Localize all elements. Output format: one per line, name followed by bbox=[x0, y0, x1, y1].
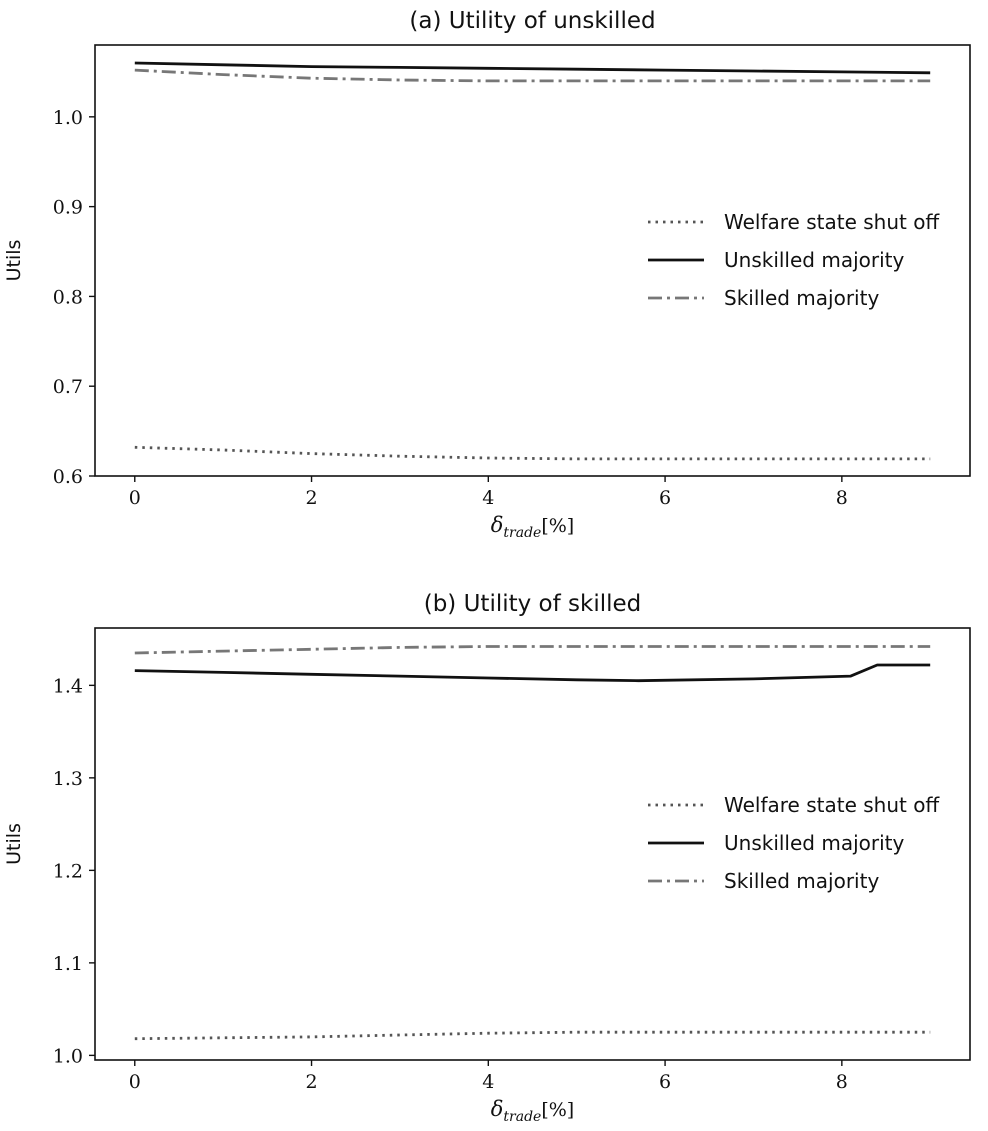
y-tick-label: 0.7 bbox=[53, 376, 83, 398]
legend: Welfare state shut off Unskilled majority… bbox=[648, 210, 940, 310]
x-axis-label-unit: [%] bbox=[541, 1099, 574, 1121]
chart-panel-a: (a) Utility of unskilled 0.6 0.7 0.8 0.9 1.0 0… bbox=[3, 8, 970, 541]
legend-label: Unskilled majority bbox=[724, 831, 904, 855]
x-tick-label: 8 bbox=[836, 1071, 848, 1093]
legend-label: Skilled majority bbox=[724, 286, 879, 310]
x-tick-label: 4 bbox=[482, 487, 494, 509]
y-tick-label: 1.2 bbox=[53, 860, 83, 882]
y-tick-label: 1.1 bbox=[53, 953, 83, 975]
legend-label: Skilled majority bbox=[724, 869, 879, 893]
y-tick-label: 1.4 bbox=[53, 675, 83, 697]
x-axis-label-symbol: δ bbox=[491, 1097, 504, 1121]
y-tick-label: 1.0 bbox=[53, 107, 83, 129]
y-tick-label: 0.9 bbox=[53, 197, 83, 219]
series-line-welfare-state-shut-off bbox=[135, 447, 930, 459]
series-line-welfare-state-shut-off bbox=[135, 1032, 930, 1039]
chart-panel-b: (b) Utility of skilled 1.0 1.1 1.2 1.3 1.4 0 2 4… bbox=[3, 591, 970, 1125]
y-tick-label: 1.3 bbox=[53, 768, 83, 790]
y-axis-label: Utils bbox=[3, 240, 25, 282]
series-line-unskilled-majority bbox=[135, 63, 930, 73]
x-axis-label-subscript: trade bbox=[503, 525, 541, 541]
legend-label: Welfare state shut off bbox=[724, 210, 940, 234]
y-axis-label: Utils bbox=[3, 823, 25, 865]
x-tick-label: 8 bbox=[836, 487, 848, 509]
y-tick-label: 1.0 bbox=[53, 1045, 83, 1067]
series-line-skilled-majority bbox=[135, 647, 930, 654]
y-tick-label: 0.6 bbox=[53, 466, 83, 488]
x-axis-label: δtrade[%] bbox=[491, 1097, 574, 1125]
x-tick-label: 0 bbox=[129, 487, 141, 509]
x-tick-label: 2 bbox=[305, 1071, 317, 1093]
x-tick-label: 2 bbox=[305, 487, 317, 509]
legend-label: Unskilled majority bbox=[724, 248, 904, 272]
x-tick-label: 6 bbox=[659, 1071, 671, 1093]
chart-title: (a) Utility of unskilled bbox=[409, 8, 655, 34]
x-axis-label: δtrade[%] bbox=[491, 513, 574, 541]
x-tick-label: 0 bbox=[129, 1071, 141, 1093]
series-line-unskilled-majority bbox=[135, 665, 930, 681]
x-axis-label-symbol: δ bbox=[491, 513, 504, 537]
y-tick-label: 0.8 bbox=[53, 286, 83, 308]
x-tick-label: 6 bbox=[659, 487, 671, 509]
chart-title: (b) Utility of skilled bbox=[424, 591, 642, 617]
x-axis-label-subscript: trade bbox=[503, 1109, 541, 1125]
legend: Welfare state shut off Unskilled majority… bbox=[648, 793, 940, 893]
x-axis-label-unit: [%] bbox=[541, 515, 574, 537]
x-tick-label: 4 bbox=[482, 1071, 494, 1093]
legend-label: Welfare state shut off bbox=[724, 793, 940, 817]
